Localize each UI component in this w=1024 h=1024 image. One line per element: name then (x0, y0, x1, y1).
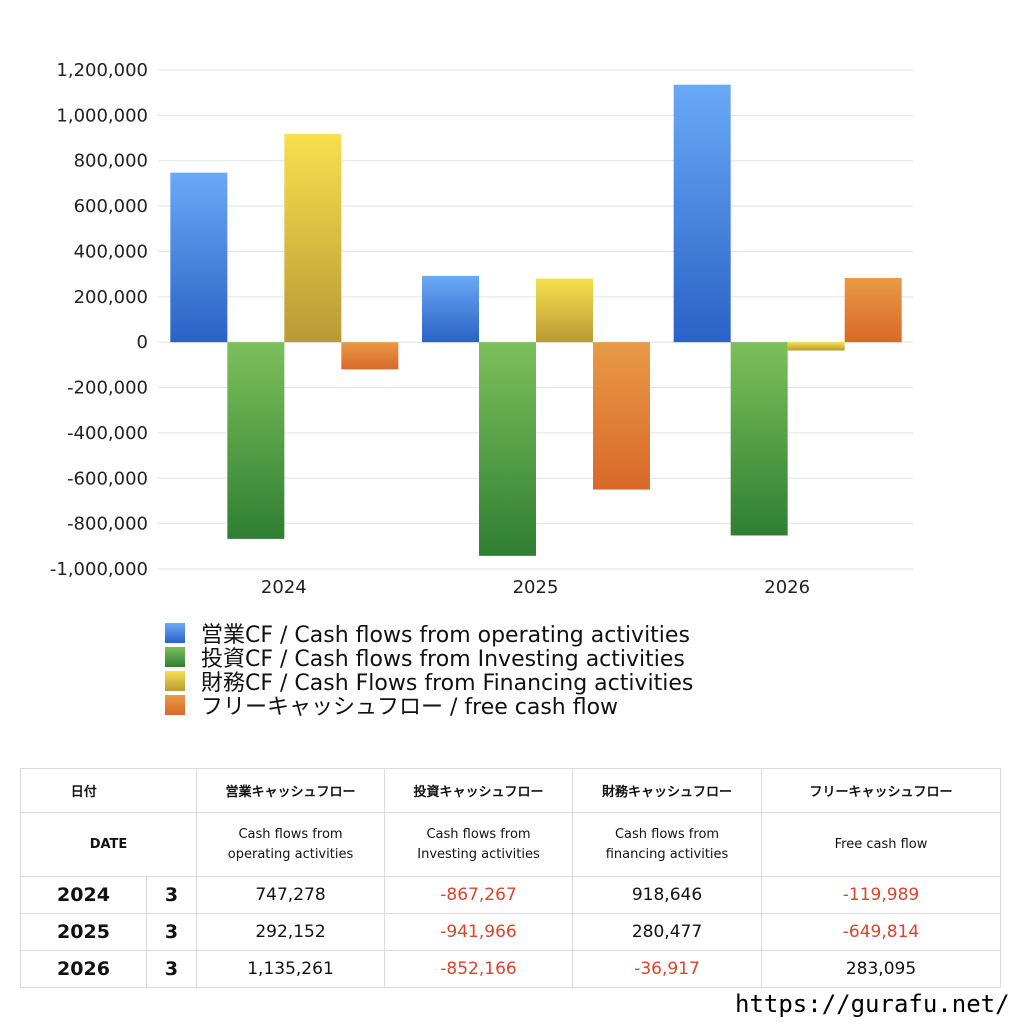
legend-item-financing: 財務CF / Cash Flows from Financing activit… (165, 669, 693, 696)
row-free-cash-flow-value: -119,989 (761, 876, 1001, 914)
row-investing-value: -941,966 (384, 913, 573, 951)
legend-item-investing: 投資CF / Cash flows from Investing activit… (165, 645, 693, 672)
legend-label-operating: 営業CF / Cash flows from operating activit… (201, 623, 690, 648)
row-investing-value: -867,267 (384, 876, 573, 914)
row-year: 2024 (20, 876, 147, 914)
row-financing-value: -36,917 (572, 950, 762, 988)
header-operating-jp: 営業キャッシュフロー (196, 768, 385, 813)
legend-swatch-free-cash-flow (165, 695, 185, 715)
y-tick-label: -200,000 (67, 378, 148, 399)
legend-label-financing: 財務CF / Cash Flows from Financing activit… (201, 671, 694, 696)
table-row: 2026 3 1,135,261 -852,166 -36,917 283,09… (20, 950, 1001, 988)
row-financing-value: 280,477 (572, 913, 762, 951)
header-investing-en: Cash flows from Investing activities (384, 812, 573, 877)
y-tick-label: 1,200,000 (56, 60, 148, 81)
header-free-cash-flow-jp: フリーキャッシュフロー (761, 768, 1001, 813)
header-date-en: DATE (20, 812, 197, 877)
table-row: 2024 3 747,278 -867,267 918,646 -119,989 (20, 876, 1001, 914)
header-count-jp (146, 768, 197, 813)
bar-2024-s3 (341, 342, 399, 370)
y-tick-label: -400,000 (67, 423, 148, 444)
legend-item-operating: 営業CF / Cash flows from operating activit… (165, 621, 693, 648)
table-row: 2025 3 292,152 -941,966 280,477 -649,814 (20, 913, 1001, 951)
x-tick-label: 2024 (261, 577, 307, 598)
legend-label-free-cash-flow: フリーキャッシュフロー / free cash flow (201, 695, 619, 720)
legend: 営業CF / Cash flows from operating activit… (165, 621, 693, 720)
y-tick-label: 1,000,000 (56, 105, 148, 126)
x-axis-tick-labels: 2024 2025 2026 (261, 577, 810, 598)
legend-swatch-financing (165, 671, 185, 691)
row-count: 3 (146, 950, 197, 988)
y-tick-label: -1,000,000 (50, 559, 148, 580)
legend-label-investing: 投資CF / Cash flows from Investing activit… (201, 647, 685, 672)
header-operating-en: Cash flows from operating activities (196, 812, 385, 877)
header-financing-en: Cash flows from financing activities (572, 812, 762, 877)
header-date-jp: 日付 (20, 768, 147, 813)
row-count: 3 (146, 913, 197, 951)
bar-2025-s3 (593, 342, 650, 490)
x-tick-label: 2025 (513, 577, 559, 598)
x-tick-label: 2026 (764, 577, 810, 598)
y-tick-label: 400,000 (74, 241, 148, 262)
cash-flow-table: 日付 営業キャッシュフロー 投資キャッシュフロー 財務キャッシュフロー フリーキ… (20, 768, 1001, 988)
y-axis-tick-labels: 1,200,000 1,000,000 800,000 600,000 400,000 2… (50, 60, 148, 580)
site-url[interactable]: https://gurafu.net/ (735, 990, 1010, 1018)
legend-item-free-cash-flow: フリーキャッシュフロー / free cash flow (165, 693, 693, 720)
bar-2026-s2 (787, 342, 845, 351)
row-free-cash-flow-value: 283,095 (761, 950, 1001, 988)
y-tick-label: 800,000 (74, 151, 148, 172)
bar-2025-s1 (479, 342, 536, 556)
bar-2026-s1 (730, 342, 788, 536)
bar-2024-s2 (284, 133, 342, 343)
header-free-cash-flow-en: Free cash flow (761, 812, 1001, 877)
y-tick-label: 200,000 (74, 287, 148, 308)
legend-swatch-investing (165, 647, 185, 667)
bar-2026-s0 (673, 84, 731, 343)
header-financing-jp: 財務キャッシュフロー (572, 768, 762, 813)
row-financing-value: 918,646 (572, 876, 762, 914)
y-tick-label: -800,000 (67, 514, 148, 535)
row-free-cash-flow-value: -649,814 (761, 913, 1001, 951)
bar-2026-s3 (844, 277, 902, 343)
y-tick-label: -600,000 (67, 468, 148, 489)
bar-2024-s0 (170, 172, 228, 343)
row-operating-value: 747,278 (196, 876, 385, 914)
legend-swatch-operating (165, 623, 185, 643)
table-header-jp: 日付 営業キャッシュフロー 投資キャッシュフロー 財務キャッシュフロー フリーキ… (20, 768, 1001, 813)
row-investing-value: -852,166 (384, 950, 573, 988)
row-operating-value: 1,135,261 (196, 950, 385, 988)
bars (170, 84, 902, 556)
cash-flow-bar-chart: 1,200,000 1,000,000 800,000 600,000 400,000 2… (50, 60, 913, 598)
bar-2025-s2 (536, 278, 593, 343)
y-tick-label: 0 (137, 332, 148, 353)
table-header-en: DATE Cash flows from operating activities… (20, 812, 1001, 877)
row-year: 2025 (20, 913, 147, 951)
row-year: 2026 (20, 950, 147, 988)
bar-2024-s1 (227, 342, 285, 539)
bar-2025-s0 (422, 275, 479, 343)
row-count: 3 (146, 876, 197, 914)
header-investing-jp: 投資キャッシュフロー (384, 768, 573, 813)
row-operating-value: 292,152 (196, 913, 385, 951)
y-tick-label: 600,000 (74, 196, 148, 217)
